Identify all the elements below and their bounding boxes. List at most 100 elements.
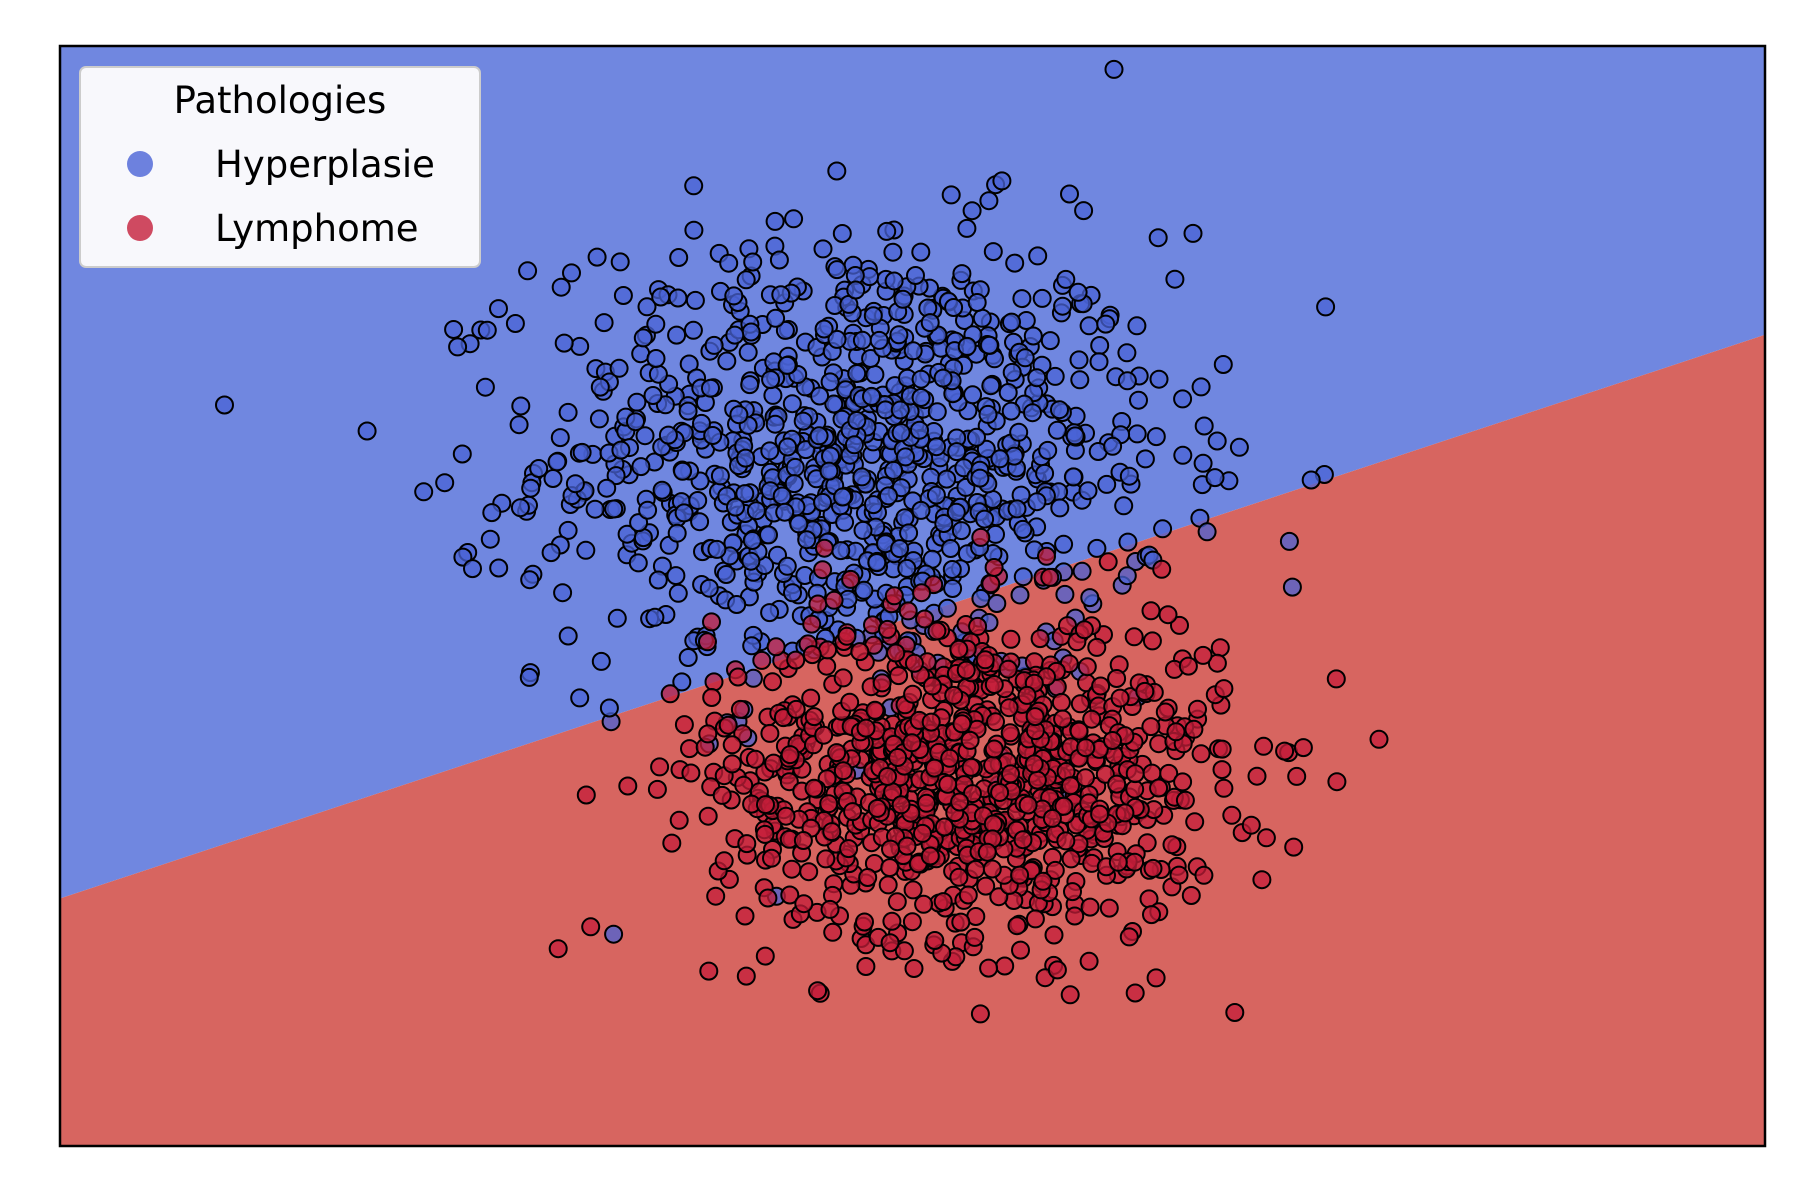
point-hyperplasie — [716, 565, 736, 584]
point-lymphome — [760, 723, 780, 743]
point-lymphome — [1079, 951, 1099, 971]
point-lymphome — [1135, 681, 1155, 701]
point-hyperplasie — [1054, 534, 1074, 554]
point-hyperplasie — [1023, 326, 1043, 346]
point-hyperplasie — [699, 578, 719, 598]
point-hyperplasie — [769, 250, 789, 270]
point-lymphome — [837, 626, 857, 646]
point-hyperplasie — [1035, 463, 1055, 483]
point-lymphome — [776, 806, 796, 826]
point-hyperplasie — [741, 551, 761, 571]
point-hyperplasie — [911, 369, 931, 389]
point-hyperplasie — [911, 242, 931, 262]
point-hyperplasie — [604, 924, 624, 944]
point-hyperplasie — [910, 420, 929, 440]
point-lymphome — [1222, 805, 1242, 825]
point-lymphome — [850, 642, 870, 662]
point-lymphome — [886, 643, 906, 663]
point-hyperplasie — [565, 474, 585, 494]
point-hyperplasie — [558, 626, 578, 646]
point-hyperplasie — [652, 480, 672, 500]
point-hyperplasie — [1060, 184, 1079, 204]
point-lymphome — [904, 653, 924, 673]
point-hyperplasie — [1002, 312, 1021, 332]
point-hyperplasie — [785, 457, 805, 477]
point-lymphome — [986, 712, 1005, 732]
point-lymphome — [802, 614, 822, 634]
axes-frame — [58, 44, 1767, 1148]
point-lymphome — [1158, 605, 1178, 625]
point-lymphome — [1070, 694, 1090, 714]
point-hyperplasie — [1104, 59, 1124, 79]
point-lymphome — [735, 906, 755, 926]
point-hyperplasie — [645, 607, 665, 627]
point-lymphome — [1011, 940, 1030, 960]
point-lymphome — [813, 560, 833, 580]
point-lymphome — [1001, 629, 1021, 649]
point-lymphome — [824, 590, 844, 610]
point-hyperplasie — [998, 383, 1018, 402]
point-lymphome — [983, 755, 1003, 775]
point-lymphome — [960, 730, 980, 750]
point-hyperplasie — [482, 503, 502, 523]
point-hyperplasie — [746, 501, 766, 521]
point-lymphome — [913, 823, 932, 843]
point-lymphome — [1033, 871, 1053, 891]
point-hyperplasie — [669, 248, 689, 267]
point-lymphome — [1125, 983, 1145, 1003]
point-hyperplasie — [783, 583, 802, 603]
point-hyperplasie — [847, 411, 867, 430]
point-hyperplasie — [884, 460, 904, 480]
point-hyperplasie — [775, 320, 795, 340]
point-hyperplasie — [518, 261, 538, 281]
point-hyperplasie — [775, 502, 795, 522]
point-hyperplasie — [719, 253, 739, 273]
point-hyperplasie — [1053, 296, 1073, 316]
point-lymphome — [702, 688, 722, 707]
point-lymphome — [921, 712, 941, 732]
point-lymphome — [951, 912, 971, 932]
point-lymphome — [878, 875, 898, 895]
point-lymphome — [984, 675, 1004, 694]
point-lymphome — [714, 851, 734, 871]
point-lymphome — [1188, 699, 1207, 719]
point-lymphome — [737, 834, 757, 854]
point-hyperplasie — [934, 514, 954, 533]
point-hyperplasie — [685, 290, 705, 310]
point-hyperplasie — [797, 530, 817, 550]
point-lymphome — [968, 616, 988, 636]
point-hyperplasie — [703, 426, 723, 445]
point-hyperplasie — [477, 320, 497, 340]
point-hyperplasie — [1065, 426, 1085, 446]
point-lymphome — [1056, 831, 1076, 851]
point-hyperplasie — [967, 293, 987, 312]
point-hyperplasie — [215, 395, 234, 415]
point-lymphome — [1047, 960, 1067, 980]
point-hyperplasie — [489, 558, 509, 578]
point-hyperplasie — [784, 209, 804, 229]
point-hyperplasie — [1028, 246, 1048, 266]
point-hyperplasie — [884, 271, 904, 291]
point-lymphome — [698, 632, 717, 652]
point-hyperplasie — [541, 543, 561, 563]
point-hyperplasie — [891, 423, 911, 443]
point-hyperplasie — [852, 467, 872, 487]
point-hyperplasie — [668, 288, 688, 308]
point-lymphome — [922, 676, 942, 696]
point-lymphome — [1069, 721, 1089, 741]
point-hyperplasie — [1087, 538, 1107, 558]
point-hyperplasie — [946, 502, 966, 522]
point-hyperplasie — [992, 171, 1012, 191]
point-hyperplasie — [710, 466, 730, 486]
point-lymphome — [881, 839, 900, 859]
point-hyperplasie — [761, 370, 781, 390]
point-lymphome — [1040, 567, 1060, 587]
point-lymphome — [1037, 546, 1056, 566]
point-hyperplasie — [981, 376, 1001, 396]
point-lymphome — [1001, 764, 1020, 784]
point-lymphome — [952, 714, 972, 734]
point-hyperplasie — [877, 221, 897, 241]
point-lymphome — [1254, 736, 1274, 756]
point-lymphome — [801, 688, 821, 708]
point-hyperplasie — [1118, 532, 1138, 552]
